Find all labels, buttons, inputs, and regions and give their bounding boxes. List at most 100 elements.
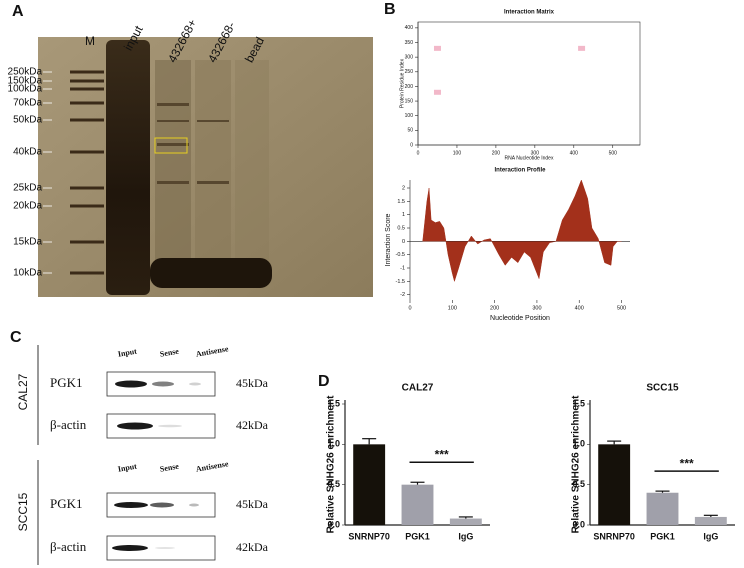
y-tick-label: 1.5 <box>397 199 405 205</box>
y-tick-label: 200 <box>405 84 414 90</box>
marker-label: 20kDa <box>13 201 42 212</box>
y-tick-label: -1 <box>400 265 405 271</box>
gel-blob <box>150 258 272 288</box>
point <box>578 45 586 51</box>
x-tick-label: 400 <box>570 150 579 156</box>
bar <box>646 492 679 525</box>
size-label: 42kDa <box>236 540 269 554</box>
panel-label: A <box>12 3 24 20</box>
y-tick-label: 1.0 <box>572 439 585 449</box>
panel-label: D <box>318 373 330 390</box>
y-tick-label: 100 <box>405 113 414 119</box>
ladder-band <box>70 87 104 91</box>
column-label: Input <box>117 347 138 359</box>
chart-title: SCC15 <box>646 383 679 394</box>
marker-label: 40kDa <box>13 147 42 158</box>
x-tick-label: 500 <box>617 305 626 311</box>
y-tick-label: 250 <box>405 69 414 75</box>
bar <box>449 518 482 525</box>
marker-label: 15kDa <box>13 237 42 248</box>
marker-label: 250kDa <box>8 67 43 78</box>
chart-title: Interaction Profile <box>494 168 546 174</box>
y-tick-label: 0.0 <box>572 519 585 529</box>
x-tick-label: 300 <box>531 150 540 156</box>
column-label: Sense <box>159 347 180 359</box>
y-axis-label: Relative SNHG26 enrichment <box>571 395 582 533</box>
x-tick-label: 200 <box>492 150 501 156</box>
x-tick-label: 500 <box>609 150 618 156</box>
x-tick-label: PGK1 <box>405 531 430 541</box>
ladder-band <box>70 118 104 122</box>
y-tick-label: 1.0 <box>327 439 340 449</box>
y-tick-label: 350 <box>405 40 414 46</box>
y-tick-label: 0.5 <box>327 479 340 489</box>
x-tick-label: SNRNP70 <box>348 531 390 541</box>
ladder-band <box>70 70 104 74</box>
gel-bands <box>157 103 229 184</box>
bar <box>694 516 727 525</box>
x-tick-label: 300 <box>532 305 541 311</box>
gel-lane <box>235 60 269 260</box>
y-axis-label: Relative SNHG26 enrichment <box>326 395 337 533</box>
marker-label: 70kDa <box>13 98 42 109</box>
ladder-band <box>70 186 104 190</box>
gel-lane <box>106 40 150 295</box>
protein-label: PGK1 <box>50 375 83 390</box>
size-label: 45kDa <box>236 376 269 390</box>
ladder-band <box>70 101 104 105</box>
y-tick-label: 0.5 <box>572 479 585 489</box>
y-tick-label: 150 <box>405 98 414 104</box>
highlight-box <box>154 137 188 154</box>
column-label: Input <box>117 462 138 474</box>
y-axis-label: Protein Residue Index <box>399 58 405 108</box>
protein-label: β-actin <box>50 417 87 432</box>
ladder-band <box>70 240 104 244</box>
chart-title: Interaction Matrix <box>504 10 555 16</box>
x-tick-label: 0 <box>408 305 411 311</box>
y-tick-label: -2 <box>400 292 405 298</box>
y-tick-label: -0.5 <box>396 252 405 258</box>
x-tick-label: IgG <box>458 531 473 541</box>
ladder-band <box>70 271 104 275</box>
x-tick-label: 100 <box>448 305 457 311</box>
y-tick-label: 300 <box>405 54 414 60</box>
gel-lane <box>155 60 191 260</box>
blot-bands <box>112 380 201 551</box>
gel-lane <box>195 60 231 260</box>
point <box>433 45 441 51</box>
bar <box>401 484 434 525</box>
x-tick-label: 200 <box>490 305 499 311</box>
area <box>422 179 622 283</box>
x-tick-label: 0 <box>417 150 420 156</box>
y-tick-label: 2 <box>402 185 405 191</box>
lane-label: M <box>85 34 95 48</box>
marker-label: 50kDa <box>13 115 42 126</box>
x-tick-label: PGK1 <box>650 531 675 541</box>
y-tick-label: -1.5 <box>396 279 405 285</box>
protein-label: β-actin <box>50 539 87 554</box>
point <box>433 89 441 95</box>
marker-label: 150kDa <box>8 76 43 87</box>
protein-label: PGK1 <box>50 496 83 511</box>
y-axis-label: Interaction Score <box>385 213 392 266</box>
ladder-band <box>70 150 104 154</box>
significance-label: *** <box>680 456 694 470</box>
x-axis-label: Nucleotide Position <box>490 315 550 322</box>
cell-line-label: SCC15 <box>16 492 30 531</box>
y-tick-label: 0 <box>402 239 405 245</box>
significance-label: *** <box>435 447 449 461</box>
column-label: Sense <box>159 462 180 474</box>
x-axis-label: RNA Nucleotide Index <box>505 155 554 161</box>
matrix-frame <box>417 21 641 146</box>
bar <box>353 444 386 525</box>
x-tick-label: 100 <box>453 150 462 156</box>
y-tick-label: 50 <box>407 128 413 134</box>
y-tick-label: 0.5 <box>397 225 405 231</box>
panel-label: C <box>10 329 22 346</box>
column-label: Antisense <box>195 459 229 474</box>
ladder-band <box>70 79 104 83</box>
y-tick-label: 1.5 <box>327 398 340 408</box>
y-tick-label: 0 <box>410 142 413 148</box>
